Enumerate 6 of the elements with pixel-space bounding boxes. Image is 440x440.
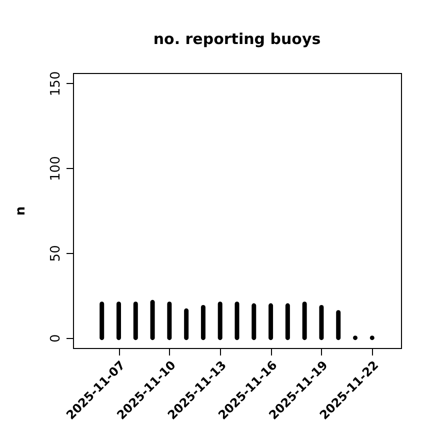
chart-title: no. reporting buoys — [153, 30, 321, 48]
y-tick-label: 150 — [48, 71, 64, 96]
y-tick-label: 0 — [48, 334, 64, 342]
y-tick-label: 50 — [48, 245, 64, 262]
y-axis-title: n — [14, 206, 28, 216]
y-tick-label: 100 — [48, 156, 64, 181]
